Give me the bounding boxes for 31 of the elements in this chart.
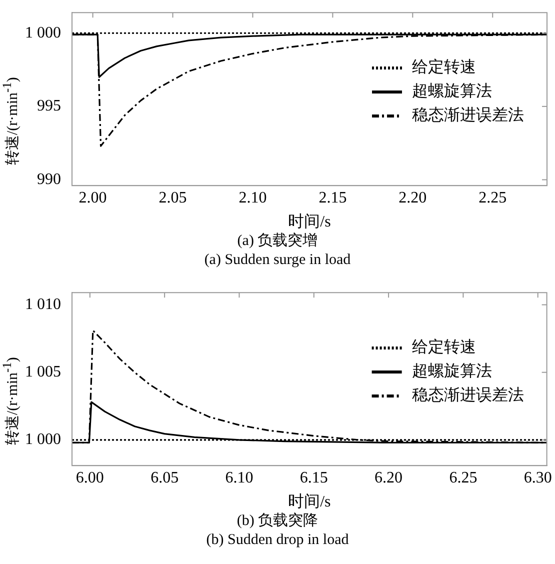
- y-tick-label: 1 000: [25, 431, 61, 448]
- x-tick-label: 6.20: [374, 469, 403, 486]
- text: (b) 负载突降: [236, 512, 320, 531]
- text: (a) Sudden surge in load: [203, 251, 352, 270]
- x-tick-label: 6.30: [524, 469, 552, 486]
- x-tick-label: 2.20: [398, 189, 427, 206]
- legend-label: 稳态渐进误差法: [412, 105, 524, 124]
- x-axis-title: 时间/s: [288, 212, 331, 231]
- text: (b) Sudden drop in load: [205, 531, 350, 550]
- y-tick-label: 1 010: [25, 296, 61, 313]
- x-tick-label: 2.05: [158, 189, 187, 206]
- legend-label: 给定转速: [412, 337, 476, 356]
- text: (a) 负载突增: [236, 232, 319, 251]
- x-axis-title: 时间/s: [288, 492, 331, 511]
- y-tick-label: 995: [37, 98, 61, 115]
- x-tick-label: 2.15: [318, 189, 347, 206]
- y-tick-label: 1 005: [25, 364, 61, 381]
- x-tick-label: 2.10: [238, 189, 267, 206]
- y-tick-label: 1 000: [25, 24, 61, 42]
- y-tick-label: 990: [37, 170, 61, 188]
- x-tick-label: 6.05: [150, 469, 179, 486]
- x-tick-label: 6.15: [300, 469, 328, 486]
- x-tick-label: 6.10: [225, 469, 254, 486]
- x-tick-label: 2.25: [478, 189, 507, 206]
- legend-label: 给定转速: [412, 57, 476, 76]
- x-tick-label: 6.00: [76, 469, 104, 486]
- legend-label: 超螺旋算法: [412, 361, 492, 380]
- legend-label: 稳态渐进误差法: [412, 385, 524, 404]
- x-tick-label: 6.25: [449, 469, 478, 486]
- x-tick-label: 2.00: [78, 189, 107, 206]
- legend-label: 超螺旋算法: [412, 81, 492, 100]
